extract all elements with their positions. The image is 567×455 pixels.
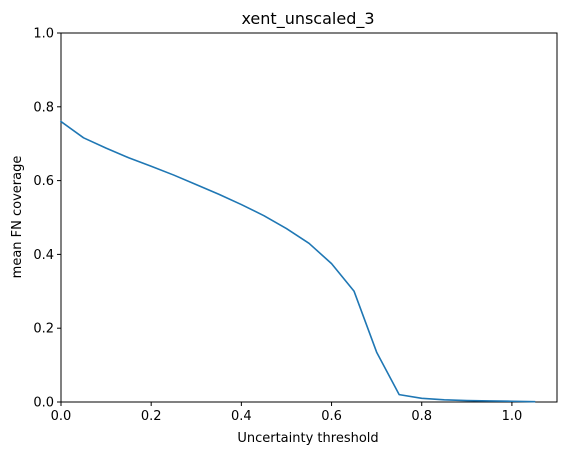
y-tick-label: 0.8 xyxy=(33,100,54,115)
chart-title: xent_unscaled_3 xyxy=(241,9,374,29)
x-tick-label: 1.0 xyxy=(502,409,523,424)
x-tick-label: 0.8 xyxy=(411,409,432,424)
series-line xyxy=(59,120,536,403)
x-axis-label: Uncertainty threshold xyxy=(237,431,378,446)
y-tick-label: 0.0 xyxy=(33,396,54,411)
x-tick-label: 0.4 xyxy=(231,409,252,424)
plot-area: 0.0 0.2 0.4 0.6 0.8 1.0 0.0 0.2 0.4 0.6 0.8 1.0 xyxy=(33,27,558,424)
y-axis-ticks: 0.0 0.2 0.4 0.6 0.8 1.0 xyxy=(33,27,61,411)
y-axis-label: mean FN coverage xyxy=(10,156,25,279)
y-tick-label: 1.0 xyxy=(33,27,54,42)
series-layer xyxy=(59,120,536,403)
y-tick-label: 0.2 xyxy=(33,322,54,337)
y-tick-label: 0.6 xyxy=(33,174,54,189)
y-tick-label: 0.4 xyxy=(33,248,54,263)
axes-frame xyxy=(60,32,558,403)
x-tick-label: 0.6 xyxy=(321,409,342,424)
x-axis-ticks: 0.0 0.2 0.4 0.6 0.8 1.0 xyxy=(51,402,523,424)
x-tick-label: 0.2 xyxy=(141,409,162,424)
x-tick-label: 0.0 xyxy=(51,409,72,424)
